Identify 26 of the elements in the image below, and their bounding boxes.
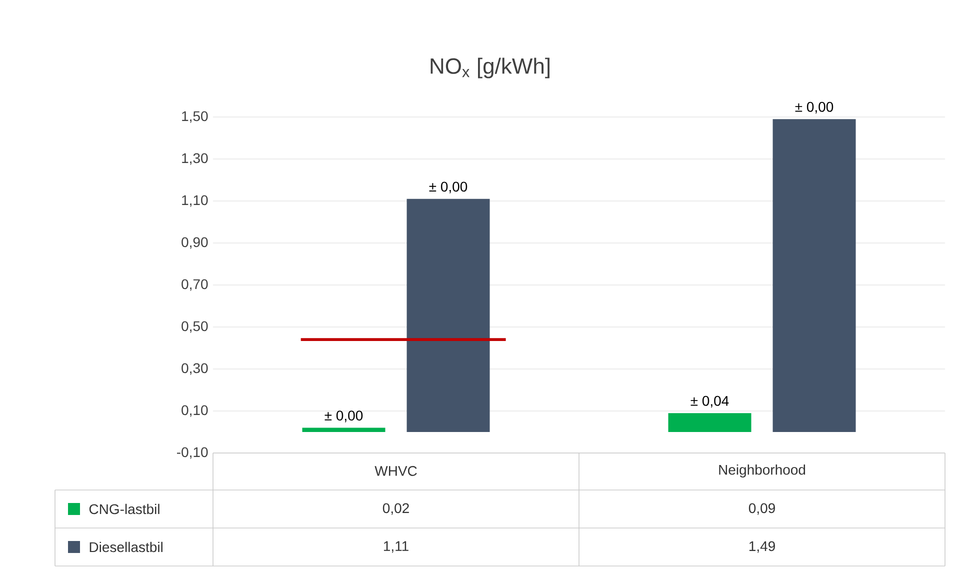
bar (406, 198, 490, 432)
bar (302, 428, 386, 432)
data-label: 1,49 (749, 541, 775, 553)
data-label: 0,09 (748, 503, 775, 515)
annotation: ± 0,04 (690, 396, 729, 408)
bar (668, 413, 752, 432)
y-tick-label: 0,50 (182, 321, 208, 333)
y-tick-label: -0,10 (177, 447, 208, 459)
y-tick-label: 0,90 (182, 237, 208, 249)
chart-title: NO$_{x}$ [g/kWh] (430, 58, 550, 78)
legend-label: CNG-lastbil (89, 504, 160, 514)
y-tick-label: 0,70 (182, 279, 208, 291)
y-tick-label: 0,30 (182, 363, 208, 375)
data-label: 1,11 (384, 541, 408, 553)
x-tick-label: Neighborhood (719, 464, 806, 478)
y-tick-label: 1,30 (182, 153, 208, 165)
bar (772, 119, 856, 432)
data-label: 0,02 (382, 503, 409, 515)
y-tick-label: 1,50 (182, 111, 208, 123)
y-tick-label: 0,10 (182, 405, 208, 417)
annotation: ± 0,00 (429, 182, 468, 194)
annotation: ± 0,00 (324, 410, 363, 422)
legend-label: Diesellastbil (90, 542, 162, 552)
y-tick-label: 1,10 (182, 195, 208, 207)
text: ± 0,00 (795, 102, 834, 114)
x-tick-label: WHVC (374, 466, 417, 476)
